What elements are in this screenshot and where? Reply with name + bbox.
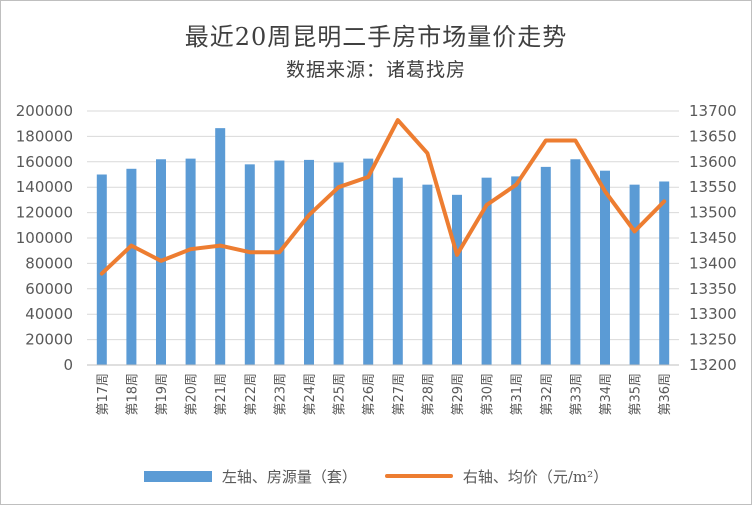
legend-label-line: 右轴、均价（元/m²） bbox=[462, 467, 609, 486]
right-tick-label: 13200 bbox=[689, 356, 737, 374]
bar bbox=[244, 164, 255, 365]
right-tick-label: 13550 bbox=[689, 178, 737, 196]
x-tick-label: 第24周 bbox=[303, 373, 318, 416]
x-tick-label: 第17周 bbox=[96, 373, 111, 416]
x-axis-ticks: 第17周 第18周 第19周 第20周 第21周 第22周 第23周 第24周 第25周 第26周… bbox=[96, 373, 673, 416]
chart-subtitle: 数据来源：诸葛找房 bbox=[285, 59, 466, 81]
x-tick-label: 第28周 bbox=[421, 373, 436, 416]
right-tick-label: 13500 bbox=[689, 204, 737, 222]
bar bbox=[540, 166, 551, 365]
x-tick-label: 第20周 bbox=[185, 373, 200, 416]
x-tick-label: 第31周 bbox=[510, 373, 525, 416]
x-tick-label: 第25周 bbox=[333, 373, 348, 416]
legend-label-bar: 左轴、房源量（套） bbox=[221, 467, 357, 486]
chart-title: 最近20周昆明二手房市场量价走势 bbox=[184, 23, 568, 51]
bar bbox=[481, 177, 492, 365]
right-tick-label: 13400 bbox=[689, 254, 737, 272]
left-tick-label: 0 bbox=[63, 356, 73, 374]
bar bbox=[363, 158, 374, 365]
bar bbox=[600, 170, 610, 365]
left-tick-label: 60000 bbox=[25, 280, 73, 298]
x-tick-label: 第26周 bbox=[362, 373, 377, 416]
legend: 左轴、房源量（套） 右轴、均价（元/m²） bbox=[1, 464, 751, 488]
bar bbox=[304, 159, 314, 365]
bar-series bbox=[96, 128, 670, 365]
x-tick-label: 第34周 bbox=[599, 373, 614, 416]
left-tick-label: 20000 bbox=[25, 331, 73, 349]
bar bbox=[422, 184, 433, 365]
x-tick-label: 第22周 bbox=[244, 373, 259, 416]
bar bbox=[570, 159, 581, 365]
right-tick-label: 13350 bbox=[689, 280, 737, 298]
x-tick-label: 第19周 bbox=[155, 373, 170, 416]
bar bbox=[126, 168, 137, 365]
right-tick-label: 13250 bbox=[689, 331, 737, 349]
bar bbox=[333, 162, 344, 365]
legend-swatch-bar bbox=[143, 470, 212, 482]
x-tick-label: 第23周 bbox=[273, 373, 288, 416]
line-series bbox=[99, 118, 667, 276]
chart-plot: 0 20000 40000 60000 80000 100000 120000 140000 1… bbox=[16, 102, 737, 416]
left-axis-ticks: 0 20000 40000 60000 80000 100000 120000 140000 1… bbox=[16, 102, 73, 374]
left-tick-label: 180000 bbox=[16, 127, 73, 145]
legend-item-line: 右轴、均价（元/m²） bbox=[384, 466, 609, 487]
legend-swatch-line bbox=[384, 474, 453, 478]
left-tick-label: 100000 bbox=[16, 229, 73, 247]
bar bbox=[511, 176, 522, 365]
left-tick-label: 120000 bbox=[16, 204, 73, 222]
bar bbox=[629, 184, 640, 365]
bar bbox=[185, 158, 196, 365]
bar bbox=[452, 194, 462, 365]
right-tick-label: 13450 bbox=[689, 229, 737, 247]
legend-item-bar: 左轴、房源量（套） bbox=[143, 466, 357, 487]
right-tick-label: 13650 bbox=[689, 127, 737, 145]
right-tick-label: 13600 bbox=[689, 153, 737, 171]
x-tick-label: 第33周 bbox=[569, 373, 584, 416]
x-tick-label: 第36周 bbox=[658, 373, 673, 416]
x-tick-label: 第29周 bbox=[451, 373, 466, 416]
bar bbox=[274, 160, 285, 365]
left-tick-label: 40000 bbox=[25, 305, 73, 323]
bar bbox=[96, 174, 107, 365]
x-tick-label: 第27周 bbox=[392, 373, 407, 416]
right-axis-ticks: 13200 13250 13300 13350 13400 13450 13500 13550… bbox=[689, 102, 737, 374]
price-line bbox=[99, 118, 667, 276]
right-tick-label: 13300 bbox=[689, 305, 737, 323]
x-tick-label: 第18周 bbox=[125, 373, 140, 416]
x-tick-label: 第35周 bbox=[629, 373, 644, 416]
left-tick-label: 140000 bbox=[16, 178, 73, 196]
x-tick-label: 第32周 bbox=[540, 373, 555, 416]
left-tick-label: 80000 bbox=[25, 254, 73, 272]
x-tick-label: 第30周 bbox=[481, 373, 496, 416]
left-tick-label: 160000 bbox=[16, 153, 73, 171]
left-tick-label: 200000 bbox=[16, 102, 73, 120]
bar bbox=[659, 181, 670, 365]
bar bbox=[392, 177, 403, 365]
x-tick-label: 第21周 bbox=[214, 373, 229, 416]
right-tick-label: 13700 bbox=[689, 102, 737, 120]
